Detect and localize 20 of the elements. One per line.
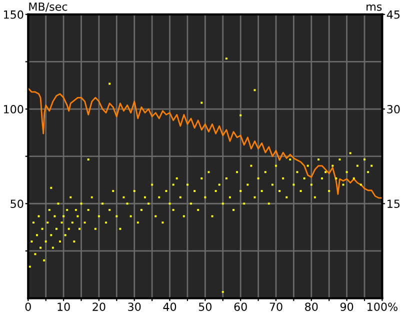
line-series (28, 88, 382, 199)
x-tick-label: 60 (234, 302, 247, 312)
y-tick-label: 50 (10, 200, 24, 208)
x-tick-label: 90 (340, 302, 354, 312)
y2-axis-title: ms (366, 4, 382, 11)
y-tick-label: 150 (4, 10, 24, 19)
x-tick-label: 20 (92, 302, 106, 312)
y2-tick-label: 15 (388, 200, 400, 208)
x-tick-label: 100% (368, 302, 398, 312)
x-tick-label: 70 (270, 302, 282, 312)
y-tick-label: 100 (4, 104, 24, 114)
y-axis-title: MB/sec (29, 2, 68, 12)
x-tick-label: 0 (25, 302, 31, 312)
x-tick-label: 40 (163, 302, 176, 312)
y2-tick-label: 45 (386, 10, 400, 19)
x-tick-label: 30 (128, 302, 141, 312)
x-tick-label: 10 (58, 302, 70, 312)
y2-tick-label: 30 (387, 104, 400, 114)
x-tick-label: 80 (305, 302, 318, 312)
x-tick-label: 50 (198, 302, 212, 312)
